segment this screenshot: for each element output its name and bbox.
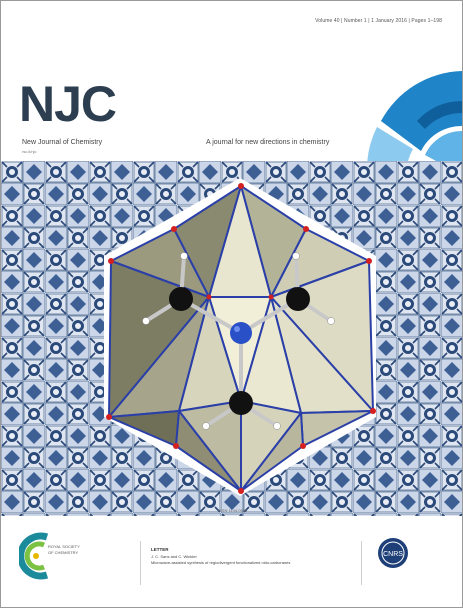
issn-number: ISSN 1144-0546 [218,508,248,513]
journal-url: rsc.li/njc [22,149,37,154]
article-type-label: LETTER [151,547,169,552]
issue-info: Volume 40 | Number 1 | 1 January 2016 | … [315,18,442,24]
publisher-line-1: ROYAL SOCIETY [48,544,80,549]
rsc-logo [19,532,49,580]
journal-name: New Journal of Chemistry [22,139,103,146]
partner-logo-icon: CNRS [378,538,408,568]
publisher-name: ROYAL SOCIETY OF CHEMISTRY [48,544,98,555]
article-authors: J. C. Sans and C. Winkler [151,553,197,559]
journal-tagline: A journal for new directions in chemistr… [206,139,330,146]
article-title: Microwave-assisted synthesis of regiodiv… [151,559,291,565]
partner-logo-label: CNRS [383,551,403,558]
cover-artwork [1,161,462,516]
featured-article: LETTER J. C. Sans and C. Winkler Microwa… [151,547,311,566]
publisher-line-2: OF CHEMISTRY [48,549,79,555]
footer-divider-right [361,541,362,585]
footer-divider-left [140,541,141,585]
journal-logo: NJC [19,76,117,132]
cover-footer: CNRS [1,521,462,607]
